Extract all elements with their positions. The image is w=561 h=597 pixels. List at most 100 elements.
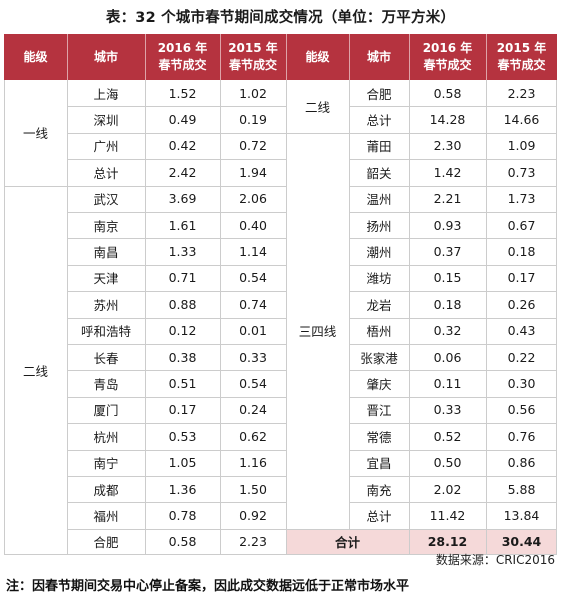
city-cell: 宜昌 xyxy=(366,456,392,472)
value-2016-cell: 0.71 xyxy=(168,270,197,286)
city-cell: 武汉 xyxy=(93,192,119,208)
header-city: 城市 xyxy=(93,49,118,64)
column-divider xyxy=(286,80,287,556)
value-2015-cell: 0.56 xyxy=(507,402,536,418)
row-divider xyxy=(286,528,557,530)
row-divider xyxy=(349,396,557,398)
city-cell: 张家港 xyxy=(360,350,398,366)
value-2016-cell: 1.05 xyxy=(168,455,197,471)
row-divider xyxy=(67,264,286,266)
tier-cell: 二线 xyxy=(22,363,48,379)
table-title: 表：32 个城市春节期间成交情况（单位：万平方米） xyxy=(105,10,456,26)
header-tier: 能级 xyxy=(23,49,48,64)
city-cell: 成都 xyxy=(93,482,119,498)
row-divider xyxy=(67,212,286,213)
column-divider xyxy=(67,80,68,556)
value-2016-cell: 0.17 xyxy=(168,402,197,418)
row-divider xyxy=(349,238,557,240)
column-divider xyxy=(409,528,410,556)
header-tier: 能级 xyxy=(305,49,330,64)
header-divider xyxy=(145,34,146,80)
city-cell: 厦门 xyxy=(93,403,119,419)
value-2015-cell: 0.62 xyxy=(239,428,267,444)
value-2016-cell: 0.37 xyxy=(433,244,462,260)
header-divider xyxy=(409,34,410,80)
value-2016-cell: 2.02 xyxy=(433,481,462,497)
value-2015-cell: 0.17 xyxy=(507,270,536,286)
value-2016-cell: 0.93 xyxy=(433,217,462,233)
city-cell: 青岛 xyxy=(93,377,119,393)
row-divider xyxy=(67,396,286,398)
grand-total-2015: 30.44 xyxy=(501,534,542,550)
value-2015-cell: 0.73 xyxy=(507,164,536,180)
row-divider xyxy=(349,317,557,319)
value-2015-cell: 2.06 xyxy=(239,191,267,207)
city-cell: 总计 xyxy=(366,509,392,525)
value-2015-cell: 1.73 xyxy=(507,191,536,207)
city-cell: 潍坊 xyxy=(366,271,392,287)
value-2015-cell: 1.14 xyxy=(239,244,267,260)
header-y2015-line: 2015 年 xyxy=(228,41,278,55)
value-2016-cell: 1.36 xyxy=(168,481,197,497)
header-y2015: 2015 年春节成交 xyxy=(486,34,557,80)
row-divider xyxy=(349,159,557,161)
value-2015-cell: 0.40 xyxy=(239,217,267,233)
row-divider xyxy=(67,344,286,345)
row-divider xyxy=(286,132,557,134)
city-cell: 莆田 xyxy=(366,139,392,155)
row-divider xyxy=(67,370,286,372)
row-divider xyxy=(67,423,286,425)
city-cell: 温州 xyxy=(366,192,392,208)
header-y2015-line: 春节成交 xyxy=(228,58,277,72)
value-2016-cell: 0.58 xyxy=(433,85,462,101)
value-2015-cell: 5.88 xyxy=(507,481,536,497)
city-cell: 南昌 xyxy=(93,245,119,261)
city-cell: 长春 xyxy=(93,350,119,366)
value-2016-cell: 2.30 xyxy=(433,138,462,154)
column-divider xyxy=(4,80,5,556)
city-cell: 天津 xyxy=(93,271,119,287)
row-divider xyxy=(4,554,557,556)
value-2015-cell: 1.94 xyxy=(239,164,267,180)
row-divider xyxy=(67,528,286,530)
row-divider xyxy=(349,449,557,451)
value-2015-cell: 0.43 xyxy=(507,323,536,339)
header-y2015: 2015 年春节成交 xyxy=(220,34,286,80)
header-divider xyxy=(286,34,287,80)
value-2016-cell: 2.42 xyxy=(168,164,197,180)
value-2015-cell: 1.09 xyxy=(507,138,536,154)
value-2015-cell: 13.84 xyxy=(503,508,540,524)
city-cell: 福州 xyxy=(93,509,119,525)
value-2015-cell: 0.72 xyxy=(239,138,267,154)
city-cell: 合肥 xyxy=(93,535,119,551)
header-y2016: 2016 年春节成交 xyxy=(409,34,486,80)
row-divider xyxy=(67,449,286,451)
value-2016-cell: 0.53 xyxy=(168,428,197,444)
value-2016-cell: 0.50 xyxy=(433,455,462,471)
grand-total-label: 合计 xyxy=(334,535,360,551)
row-divider xyxy=(67,106,286,108)
header-y2015-line: 春节成交 xyxy=(497,58,546,72)
grand-total-row xyxy=(286,528,557,556)
city-cell: 常德 xyxy=(366,429,392,445)
value-2016-cell: 1.33 xyxy=(168,244,197,260)
tier-cell: 一线 xyxy=(22,126,48,142)
header-city: 城市 xyxy=(366,49,391,64)
city-cell: 总计 xyxy=(93,165,119,181)
header-divider xyxy=(220,34,221,80)
value-2016-cell: 0.18 xyxy=(433,296,462,312)
value-2016-cell: 0.15 xyxy=(433,270,462,286)
header-divider xyxy=(67,34,68,80)
row-divider xyxy=(67,132,286,134)
value-2015-cell: 0.01 xyxy=(239,323,267,339)
header-y2016: 2016 年春节成交 xyxy=(145,34,220,80)
row-divider xyxy=(67,291,286,293)
row-divider xyxy=(349,106,557,108)
value-2015-cell: 1.50 xyxy=(239,481,267,497)
tier-cell: 二线 xyxy=(304,99,330,115)
value-2016-cell: 0.38 xyxy=(168,349,197,365)
value-2016-cell: 0.49 xyxy=(168,112,197,128)
header-divider xyxy=(486,34,487,80)
header-y2016-line: 2016 年 xyxy=(422,41,473,55)
row-divider xyxy=(349,185,557,187)
